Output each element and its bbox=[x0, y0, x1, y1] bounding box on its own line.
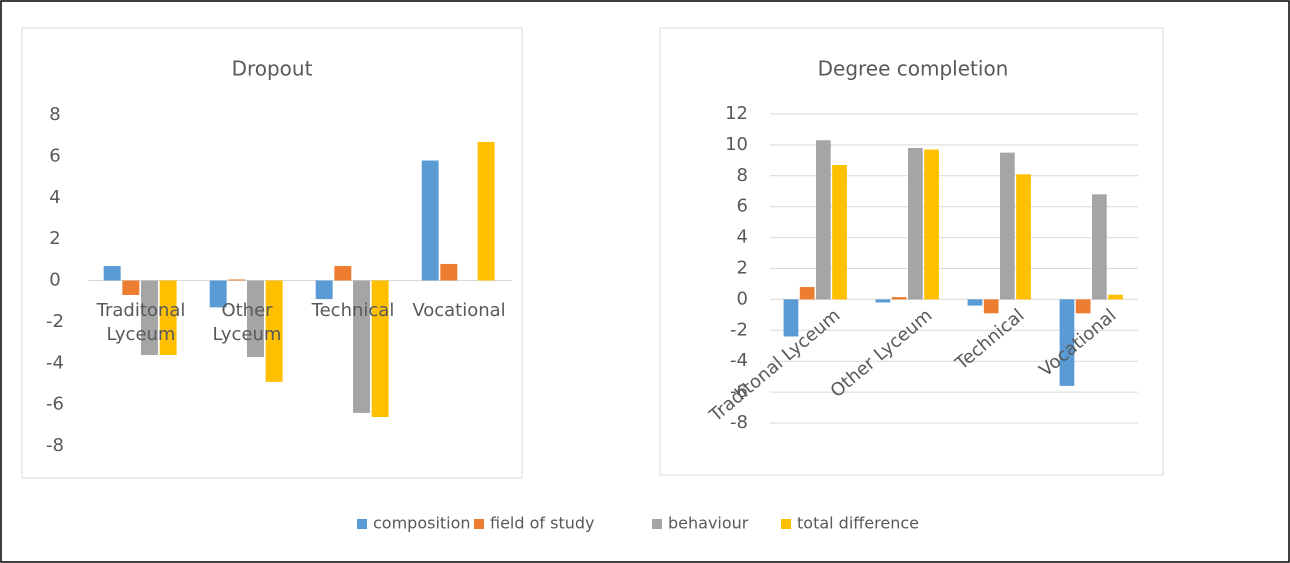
x-tick-label: Vocational bbox=[412, 299, 506, 321]
chart-frame bbox=[659, 27, 1164, 476]
y-tick-label: -4 bbox=[730, 350, 748, 371]
bar bbox=[875, 299, 891, 303]
y-tick-label: 6 bbox=[737, 196, 748, 217]
bar bbox=[1059, 299, 1075, 386]
y-tick-label: 8 bbox=[49, 104, 60, 125]
legend-label: composition bbox=[373, 514, 471, 533]
y-tick-label: 2 bbox=[49, 228, 60, 249]
y-tick-label: 6 bbox=[49, 145, 60, 166]
legend-label: total difference bbox=[797, 514, 919, 533]
y-tick-label: 4 bbox=[737, 227, 748, 248]
bar bbox=[353, 280, 370, 413]
bar bbox=[1108, 294, 1123, 300]
y-tick-label: -6 bbox=[46, 394, 64, 415]
legend-label: field of study bbox=[490, 514, 595, 533]
bar bbox=[816, 140, 831, 300]
bar bbox=[799, 287, 815, 300]
y-tick-label: -6 bbox=[730, 381, 748, 402]
y-tick-label: 8 bbox=[737, 165, 748, 186]
bar bbox=[265, 280, 283, 382]
bar bbox=[1075, 299, 1091, 314]
bar bbox=[1092, 194, 1107, 300]
x-tick-label: Traditonal Lyceum bbox=[96, 299, 186, 345]
y-tick-label: -8 bbox=[730, 412, 748, 433]
bar bbox=[228, 279, 246, 281]
bar bbox=[103, 266, 121, 281]
y-tick-label: 4 bbox=[49, 187, 60, 208]
y-tick-label: -2 bbox=[46, 311, 64, 332]
bar bbox=[209, 280, 227, 308]
bar bbox=[967, 299, 983, 306]
legend-swatch bbox=[652, 519, 662, 529]
bar bbox=[1000, 152, 1015, 300]
bar bbox=[371, 280, 389, 418]
bar bbox=[334, 266, 352, 281]
y-tick-label: -4 bbox=[46, 352, 64, 373]
x-tick-label: Technical bbox=[311, 299, 395, 321]
y-tick-label: -2 bbox=[730, 319, 748, 340]
legend-swatch bbox=[781, 519, 791, 529]
y-tick-label: 2 bbox=[737, 258, 748, 279]
y-tick-label: 10 bbox=[725, 134, 748, 155]
y-tick-label: 0 bbox=[737, 288, 748, 309]
bar bbox=[983, 299, 999, 314]
chart-title: Degree completion bbox=[818, 57, 1009, 81]
bar bbox=[783, 299, 799, 337]
bar bbox=[159, 280, 177, 355]
bar bbox=[440, 263, 458, 281]
bar bbox=[924, 149, 939, 300]
bar bbox=[247, 280, 264, 358]
y-tick-label: -8 bbox=[46, 435, 64, 456]
bar bbox=[832, 164, 847, 300]
bar bbox=[908, 147, 923, 300]
bar bbox=[1016, 174, 1031, 300]
legend-swatch bbox=[474, 519, 484, 529]
x-tick-label: Other Lyceum bbox=[212, 299, 282, 345]
chart-title: Dropout bbox=[232, 57, 313, 81]
bar bbox=[421, 160, 439, 281]
y-tick-label: 12 bbox=[725, 103, 748, 124]
bar bbox=[315, 280, 333, 300]
legend-swatch bbox=[357, 519, 367, 529]
chart-frame bbox=[21, 27, 523, 479]
bar bbox=[122, 280, 140, 295]
bar bbox=[891, 297, 907, 300]
bar bbox=[477, 141, 495, 281]
y-tick-label: 0 bbox=[49, 270, 60, 291]
bar bbox=[141, 280, 158, 355]
legend-label: behaviour bbox=[668, 514, 749, 533]
